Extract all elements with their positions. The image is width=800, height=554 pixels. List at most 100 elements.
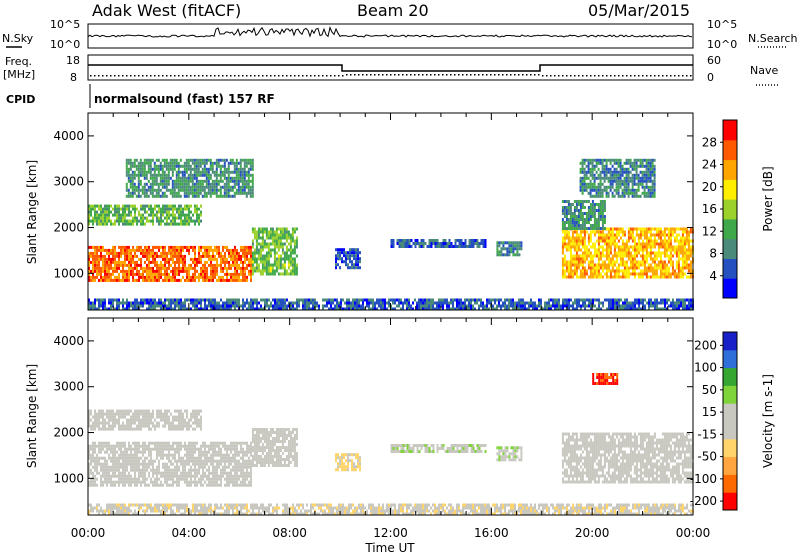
- heatmap-cell: [470, 242, 473, 245]
- heatmap-cell: [314, 298, 316, 302]
- heatmap-cell: [202, 278, 204, 282]
- heatmap-cell: [269, 269, 272, 273]
- heatmap-cell: [251, 161, 254, 165]
- heatmap-cell: [340, 301, 342, 305]
- heatmap-cell: [564, 304, 566, 308]
- heatmap-cell: [639, 179, 642, 183]
- heatmap-cell: [579, 257, 582, 261]
- heatmap-cell: [196, 301, 198, 305]
- heatmap-cell: [679, 257, 682, 261]
- heatmap-cell: [406, 304, 408, 308]
- heatmap-cell: [647, 239, 650, 243]
- heatmap-cell: [215, 194, 218, 198]
- heatmap-cell: [184, 298, 186, 302]
- heatmap-cell: [645, 269, 648, 273]
- heatmap-cell: [624, 298, 626, 302]
- heatmap-cell: [178, 210, 180, 214]
- heatmap-cell: [621, 257, 624, 261]
- heatmap-cell: [627, 188, 630, 192]
- heatmap-cell: [114, 222, 116, 226]
- heatmap-cell: [92, 269, 94, 273]
- heatmap-cell: [581, 260, 584, 264]
- heatmap-cell: [140, 257, 142, 261]
- heatmap-cell: [665, 269, 668, 273]
- heatmap-cell: [194, 245, 196, 249]
- heatmap-cell: [645, 248, 648, 252]
- heatmap-cell: [599, 212, 602, 215]
- heatmap-cell: [200, 257, 202, 261]
- heatmap-cell: [140, 251, 142, 255]
- heatmap-cell: [478, 304, 480, 308]
- heatmap-cell: [274, 298, 276, 302]
- heatmap-cell: [175, 158, 178, 162]
- heatmap-cell: [608, 304, 610, 308]
- heatmap-cell: [589, 179, 592, 183]
- heatmap-cell: [657, 248, 660, 252]
- heatmap-cell: [352, 301, 354, 305]
- nave-dot: [254, 75, 256, 77]
- heatmap-cell: [428, 239, 431, 242]
- heatmap-cell: [251, 260, 254, 264]
- heatmap-cell: [207, 188, 210, 192]
- heatmap-cell: [240, 254, 242, 258]
- heatmap-cell: [360, 307, 362, 311]
- heatmap-cell: [422, 298, 424, 302]
- heatmap-cell: [98, 278, 100, 282]
- heatmap-cell: [589, 272, 592, 276]
- heatmap-cell: [124, 251, 126, 255]
- heatmap-cell: [254, 301, 256, 305]
- heatmap-cell: [522, 298, 524, 302]
- heatmap-cell: [232, 257, 234, 261]
- heatmap-cell: [140, 263, 142, 267]
- heatmap-cell: [237, 182, 240, 186]
- heatmap-cell: [204, 260, 206, 264]
- heatmap-cell: [244, 248, 246, 252]
- heatmap-cell: [428, 307, 430, 311]
- heatmap-cell: [213, 191, 216, 195]
- heatmap-cell: [575, 266, 578, 270]
- heatmap-cell: [261, 236, 264, 240]
- heatmap-cell: [356, 307, 358, 311]
- heatmap-cell: [627, 176, 630, 180]
- heatmap-cell: [458, 304, 460, 308]
- cpid-label: CPID: [6, 93, 35, 106]
- heatmap-cell: [146, 266, 148, 270]
- heatmap-cell: [164, 278, 166, 282]
- heatmap-cell: [643, 245, 646, 249]
- heatmap-cell: [576, 307, 578, 311]
- heatmap-cell: [110, 263, 112, 267]
- heatmap-cell: [378, 298, 380, 302]
- heatmap-cell: [349, 257, 351, 261]
- heatmap-cell: [589, 188, 592, 192]
- heatmap-cell: [621, 239, 624, 243]
- heatmap-cell: [94, 204, 96, 208]
- heatmap-cell: [621, 164, 624, 168]
- heatmap-cell: [137, 179, 140, 183]
- heatmap-cell: [627, 239, 630, 243]
- heatmap-cell: [552, 304, 554, 308]
- heatmap-cell: [585, 269, 588, 273]
- heatmap-cell: [581, 266, 584, 270]
- heatmap-cell: [219, 158, 222, 162]
- heatmap-cell: [180, 254, 182, 258]
- heatmap-cell: [223, 161, 226, 165]
- heatmap-cell: [496, 250, 499, 254]
- heatmap-cell: [148, 301, 150, 305]
- nave-dot: [678, 75, 680, 77]
- heatmap-cell: [335, 248, 337, 252]
- heatmap-cell: [156, 204, 158, 208]
- heatmap-cell: [207, 179, 210, 183]
- heatmap-cell: [92, 245, 94, 249]
- heatmap-cell: [552, 298, 554, 302]
- heatmap-cell: [380, 301, 382, 305]
- heatmap-cell: [94, 251, 96, 255]
- heatmap-cell: [581, 269, 584, 273]
- heatmap-cell: [96, 210, 98, 214]
- heatmap-cell: [556, 304, 558, 308]
- heatmap-cell: [510, 250, 513, 254]
- heatmap-cell: [122, 275, 124, 279]
- nave-dot: [630, 75, 632, 77]
- heatmap-cell: [192, 304, 194, 308]
- heatmap-cell: [591, 224, 594, 227]
- heatmap-cell: [631, 173, 634, 177]
